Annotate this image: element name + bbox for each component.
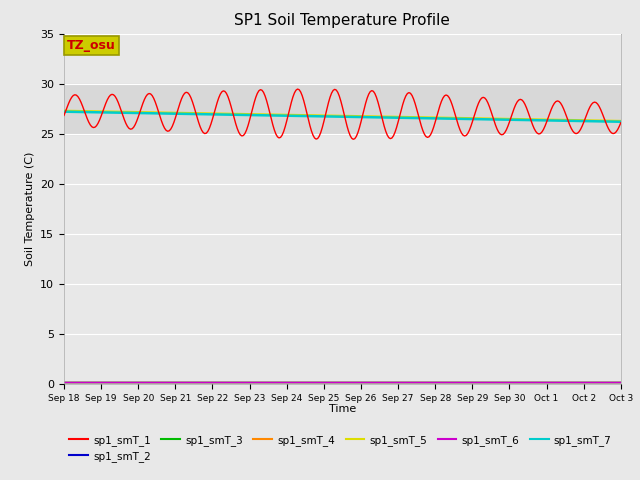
sp1_smT_5: [377, 114, 385, 120]
Text: TZ_osu: TZ_osu: [67, 39, 116, 52]
sp1_smT_1: [412, 101, 419, 107]
sp1_smT_7: [396, 115, 403, 120]
sp1_smT_2: [377, 379, 385, 385]
sp1_smT_6: [408, 379, 416, 385]
sp1_smT_3: [617, 380, 625, 385]
sp1_smT_2: [164, 379, 172, 385]
sp1_smT_1: [617, 120, 625, 126]
sp1_smT_2: [408, 379, 416, 385]
Line: sp1_smT_1: sp1_smT_1: [64, 89, 621, 139]
sp1_smT_5: [164, 110, 172, 116]
sp1_smT_2: [617, 379, 625, 385]
sp1_smT_6: [164, 379, 172, 385]
sp1_smT_5: [396, 114, 403, 120]
sp1_smT_4: [60, 379, 68, 385]
sp1_smT_1: [76, 96, 83, 102]
sp1_smT_5: [76, 108, 83, 114]
sp1_smT_4: [549, 379, 557, 385]
sp1_smT_4: [377, 379, 385, 385]
sp1_smT_1: [294, 86, 301, 92]
sp1_smT_2: [76, 379, 83, 385]
sp1_smT_4: [164, 379, 172, 385]
sp1_smT_1: [60, 112, 68, 118]
sp1_smT_6: [76, 379, 83, 385]
sp1_smT_7: [60, 109, 68, 115]
sp1_smT_7: [549, 118, 557, 123]
sp1_smT_3: [549, 380, 557, 385]
sp1_smT_3: [408, 380, 416, 385]
sp1_smT_1: [380, 123, 388, 129]
sp1_smT_4: [408, 379, 416, 385]
sp1_smT_1: [349, 136, 357, 142]
sp1_smT_7: [164, 111, 172, 117]
sp1_smT_6: [377, 379, 385, 385]
sp1_smT_7: [408, 115, 416, 121]
sp1_smT_3: [76, 380, 83, 385]
sp1_smT_2: [549, 379, 557, 385]
sp1_smT_3: [396, 380, 403, 385]
sp1_smT_3: [60, 380, 68, 385]
Legend: sp1_smT_1, sp1_smT_2, sp1_smT_3, sp1_smT_4, sp1_smT_5, sp1_smT_6, sp1_smT_7: sp1_smT_1, sp1_smT_2, sp1_smT_3, sp1_smT…: [69, 435, 612, 462]
sp1_smT_7: [617, 119, 625, 125]
sp1_smT_5: [408, 114, 416, 120]
sp1_smT_6: [549, 379, 557, 385]
sp1_smT_3: [377, 380, 385, 385]
sp1_smT_5: [60, 108, 68, 114]
sp1_smT_7: [76, 109, 83, 115]
sp1_smT_6: [617, 379, 625, 385]
sp1_smT_7: [377, 115, 385, 120]
sp1_smT_4: [396, 379, 403, 385]
sp1_smT_1: [552, 99, 559, 105]
Line: sp1_smT_7: sp1_smT_7: [64, 112, 621, 122]
sp1_smT_2: [396, 379, 403, 385]
X-axis label: Time: Time: [329, 404, 356, 414]
Y-axis label: Soil Temperature (C): Soil Temperature (C): [24, 152, 35, 266]
sp1_smT_4: [617, 379, 625, 385]
sp1_smT_1: [164, 128, 172, 134]
Title: SP1 Soil Temperature Profile: SP1 Soil Temperature Profile: [234, 13, 451, 28]
sp1_smT_1: [399, 102, 406, 108]
sp1_smT_3: [164, 380, 172, 385]
sp1_smT_4: [76, 379, 83, 385]
Line: sp1_smT_5: sp1_smT_5: [64, 111, 621, 121]
Bar: [64, 84, 621, 134]
sp1_smT_2: [60, 379, 68, 385]
sp1_smT_5: [549, 117, 557, 122]
sp1_smT_6: [60, 379, 68, 385]
sp1_smT_6: [396, 379, 403, 385]
sp1_smT_5: [617, 118, 625, 124]
